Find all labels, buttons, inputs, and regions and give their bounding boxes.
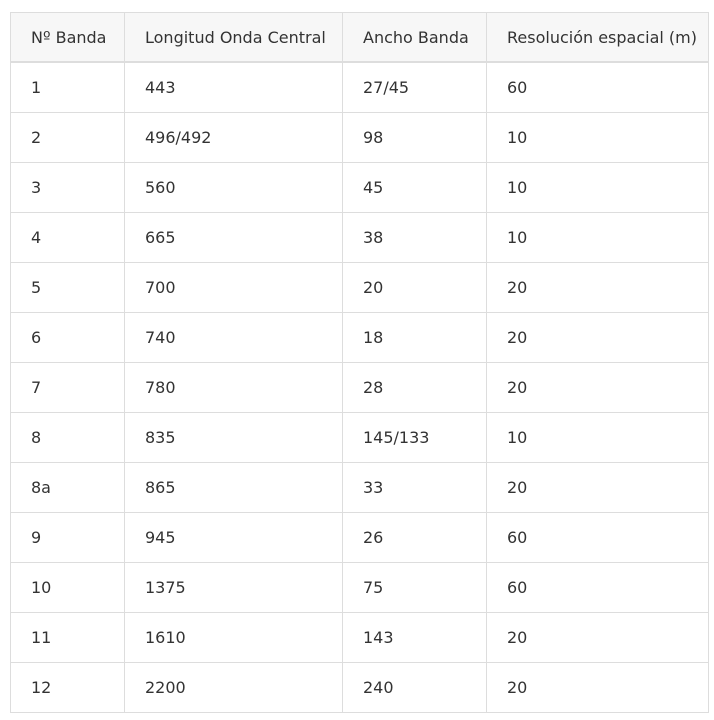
cell-spatial-resolution: 20 (486, 462, 709, 513)
cell-bandwidth: 98 (342, 112, 487, 163)
cell-spatial-resolution: 60 (486, 512, 709, 563)
cell-bandwidth: 45 (342, 162, 487, 213)
table-row: 7 780 28 20 (10, 362, 709, 413)
table-header: Nº Banda Longitud Onda Central Ancho Ban… (10, 12, 709, 63)
cell-bandwidth: 28 (342, 362, 487, 413)
cell-spatial-resolution: 20 (486, 662, 709, 713)
cell-central-wavelength: 665 (124, 212, 343, 263)
cell-spatial-resolution: 20 (486, 312, 709, 363)
cell-spatial-resolution: 10 (486, 112, 709, 163)
cell-bandwidth: 75 (342, 562, 487, 613)
table-row: 2 496/492 98 10 (10, 112, 709, 163)
cell-band-number: 5 (10, 262, 125, 313)
cell-bandwidth: 26 (342, 512, 487, 563)
table-row: 9 945 26 60 (10, 512, 709, 563)
cell-band-number: 3 (10, 162, 125, 213)
cell-band-number: 1 (10, 61, 125, 113)
cell-spatial-resolution: 10 (486, 212, 709, 263)
table-row: 4 665 38 10 (10, 212, 709, 263)
table-row: 10 1375 75 60 (10, 562, 709, 613)
table-row: 8 835 145/133 10 (10, 412, 709, 463)
cell-band-number: 11 (10, 612, 125, 663)
cell-spatial-resolution: 10 (486, 162, 709, 213)
table-row: 6 740 18 20 (10, 312, 709, 363)
cell-bandwidth: 33 (342, 462, 487, 513)
bands-table: Nº Banda Longitud Onda Central Ancho Ban… (10, 12, 709, 713)
bands-table-container: Nº Banda Longitud Onda Central Ancho Ban… (10, 12, 709, 713)
cell-central-wavelength: 780 (124, 362, 343, 413)
cell-bandwidth: 38 (342, 212, 487, 263)
header-spatial-resolution: Resolución espacial (m) (486, 12, 709, 63)
table-body: 1 443 27/45 60 2 496/492 98 10 3 560 45 10 4 665 38 10 5… (10, 61, 709, 713)
cell-bandwidth: 145/133 (342, 412, 487, 463)
cell-central-wavelength: 945 (124, 512, 343, 563)
cell-band-number: 12 (10, 662, 125, 713)
table-row: 5 700 20 20 (10, 262, 709, 313)
cell-band-number: 8a (10, 462, 125, 513)
cell-central-wavelength: 865 (124, 462, 343, 513)
cell-central-wavelength: 443 (124, 61, 343, 113)
cell-central-wavelength: 740 (124, 312, 343, 363)
table-row: 8a 865 33 20 (10, 462, 709, 513)
cell-bandwidth: 18 (342, 312, 487, 363)
cell-spatial-resolution: 60 (486, 562, 709, 613)
cell-spatial-resolution: 10 (486, 412, 709, 463)
header-band-number: Nº Banda (10, 12, 125, 63)
cell-spatial-resolution: 60 (486, 61, 709, 113)
cell-central-wavelength: 700 (124, 262, 343, 313)
cell-band-number: 9 (10, 512, 125, 563)
cell-central-wavelength: 835 (124, 412, 343, 463)
cell-band-number: 8 (10, 412, 125, 463)
cell-central-wavelength: 1610 (124, 612, 343, 663)
header-bandwidth: Ancho Banda (342, 12, 487, 63)
cell-central-wavelength: 2200 (124, 662, 343, 713)
cell-band-number: 4 (10, 212, 125, 263)
cell-bandwidth: 240 (342, 662, 487, 713)
table-row: 12 2200 240 20 (10, 662, 709, 713)
cell-band-number: 7 (10, 362, 125, 413)
cell-spatial-resolution: 20 (486, 612, 709, 663)
cell-bandwidth: 27/45 (342, 61, 487, 113)
cell-band-number: 10 (10, 562, 125, 613)
cell-central-wavelength: 560 (124, 162, 343, 213)
table-row: 1 443 27/45 60 (10, 61, 709, 113)
cell-bandwidth: 143 (342, 612, 487, 663)
header-central-wavelength: Longitud Onda Central (124, 12, 343, 63)
cell-bandwidth: 20 (342, 262, 487, 313)
cell-spatial-resolution: 20 (486, 362, 709, 413)
cell-spatial-resolution: 20 (486, 262, 709, 313)
table-row: 11 1610 143 20 (10, 612, 709, 663)
cell-central-wavelength: 496/492 (124, 112, 343, 163)
cell-central-wavelength: 1375 (124, 562, 343, 613)
table-row: 3 560 45 10 (10, 162, 709, 213)
cell-band-number: 6 (10, 312, 125, 363)
cell-band-number: 2 (10, 112, 125, 163)
header-row: Nº Banda Longitud Onda Central Ancho Ban… (10, 12, 709, 63)
